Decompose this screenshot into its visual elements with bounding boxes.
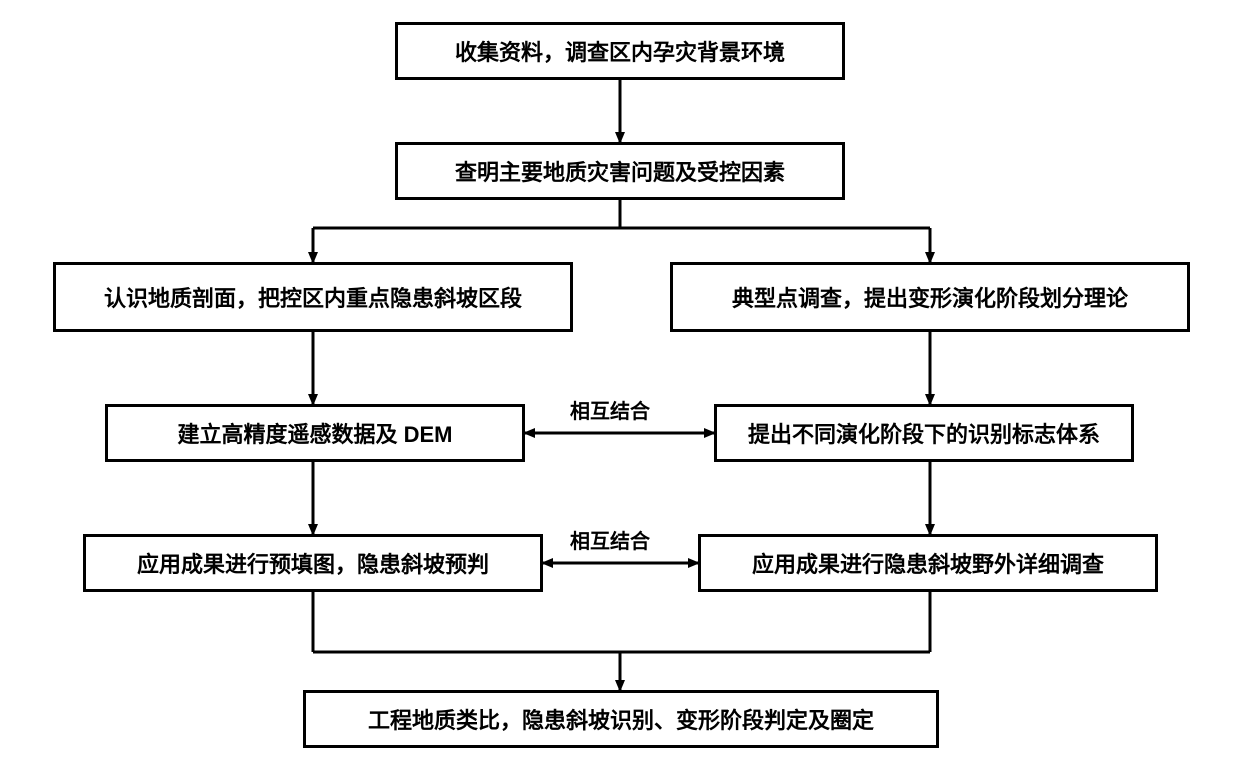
flow-node-marks: 提出不同演化阶段下的识别标志体系 bbox=[714, 404, 1134, 462]
flow-node-collect: 收集资料，调查区内孕灾背景环境 bbox=[395, 22, 845, 80]
flow-node-typical: 典型点调查，提出变形演化阶段划分理论 bbox=[670, 262, 1190, 332]
flow-node-result: 工程地质类比，隐患斜坡识别、变形阶段判定及圈定 bbox=[303, 690, 939, 748]
flow-node-profile: 认识地质剖面，把控区内重点隐患斜坡区段 bbox=[53, 262, 573, 332]
flow-node-field: 应用成果进行隐患斜坡野外详细调查 bbox=[698, 534, 1158, 592]
flow-node-identify: 查明主要地质灾害问题及受控因素 bbox=[395, 142, 845, 200]
flow-edges bbox=[0, 0, 1240, 776]
edge-label-combine-1: 相互结合 bbox=[570, 395, 650, 424]
edge-label-combine-2: 相互结合 bbox=[570, 525, 650, 554]
flow-node-premap: 应用成果进行预填图，隐患斜坡预判 bbox=[83, 534, 543, 592]
flow-node-dem: 建立高精度遥感数据及 DEM bbox=[105, 404, 525, 462]
